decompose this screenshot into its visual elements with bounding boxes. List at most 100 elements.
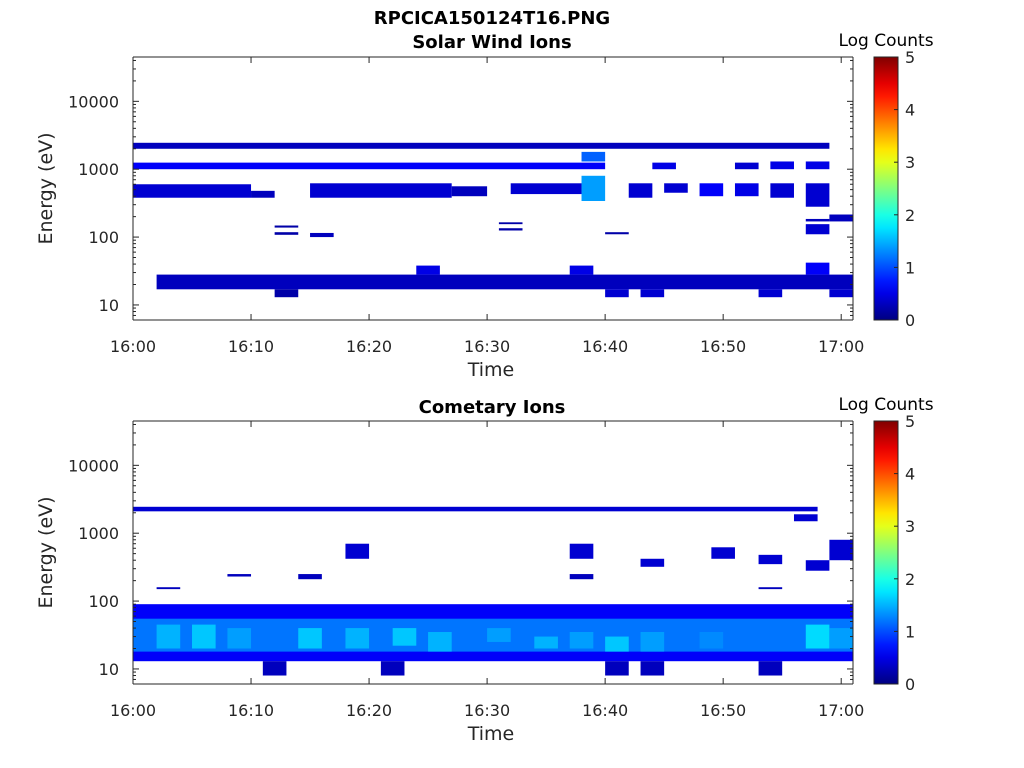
heatmap-cell <box>758 661 783 676</box>
heatmap-cell <box>310 183 452 198</box>
heatmap-cell <box>805 161 830 170</box>
heatmap-cell <box>805 183 830 207</box>
heatmap-cell <box>758 289 783 298</box>
heatmap-cell <box>298 628 322 649</box>
heatmap-cell <box>380 661 405 676</box>
x-tick-label: 17:00 <box>818 337 864 356</box>
y-tick-label: 100 <box>88 228 119 247</box>
colorbar-tick-label: 0 <box>905 311 915 330</box>
colorbar-label: Log Counts <box>838 31 933 51</box>
colorbar-tick-label: 3 <box>905 153 915 172</box>
heatmap-cell <box>758 554 783 565</box>
heatmap-cell <box>345 628 370 649</box>
colorbar-tick-label: 4 <box>905 101 915 120</box>
heatmap-cell <box>605 232 629 235</box>
y-tick-label: 10 <box>99 660 119 679</box>
heatmap-cell <box>251 190 275 198</box>
heatmap-cell <box>805 560 830 571</box>
heatmap-cell <box>133 142 830 149</box>
x-axis-label: Time <box>467 723 515 745</box>
heatmap-cell <box>628 183 653 198</box>
colorbar-tick-label: 3 <box>905 517 915 536</box>
heatmap-cell <box>829 539 853 561</box>
heatmap-cell <box>581 151 606 162</box>
heatmap-cells <box>133 506 853 676</box>
heatmap-cell <box>227 628 252 649</box>
colorbar-tick-label: 5 <box>905 412 915 431</box>
panel-title-cometary: Cometary Ions <box>419 397 566 418</box>
heatmap-cell <box>805 224 830 235</box>
heatmap-cell <box>133 506 818 512</box>
x-tick-label: 16:30 <box>464 337 510 356</box>
colorbar-tick-label: 2 <box>905 206 915 225</box>
heatmap-cell <box>829 628 853 649</box>
heatmap-cell <box>605 289 629 298</box>
x-tick-label: 16:40 <box>582 701 628 720</box>
colorbar-tick-label: 1 <box>905 622 915 641</box>
x-tick-label: 16:40 <box>582 337 628 356</box>
x-axis-label: Time <box>467 359 515 381</box>
y-tick-label: 1000 <box>78 524 119 543</box>
heatmap-cell <box>133 184 252 198</box>
heatmap-cell <box>310 232 334 238</box>
heatmap-cell <box>569 543 594 559</box>
heatmap-cell <box>581 175 606 202</box>
heatmap-cell <box>711 547 735 559</box>
y-tick-label: 100 <box>88 592 119 611</box>
y-tick-label: 10 <box>99 296 119 315</box>
heatmap-cell <box>156 587 181 590</box>
y-tick-label: 10000 <box>68 92 119 111</box>
heatmap-cell <box>274 225 299 228</box>
y-axis-label: Energy (eV) <box>35 496 57 608</box>
heatmap-cell <box>569 265 594 275</box>
heatmap-cell <box>829 289 853 298</box>
colorbar <box>873 56 899 321</box>
heatmap-cell <box>770 161 794 170</box>
heatmap-cell <box>664 183 688 193</box>
heatmap-cell <box>428 632 452 652</box>
colorbar-tick-label: 0 <box>905 675 915 694</box>
heatmap-cell <box>487 628 511 642</box>
heatmap-cell <box>699 183 724 197</box>
x-tick-label: 16:20 <box>346 701 392 720</box>
x-tick-label: 16:10 <box>228 701 274 720</box>
heatmap-cell <box>298 574 322 580</box>
y-tick-label: 10000 <box>68 456 119 475</box>
heatmap-cell <box>274 289 299 298</box>
colorbar-tick-label: 5 <box>905 48 915 67</box>
heatmap-cell <box>156 624 181 649</box>
heatmap-cell <box>156 274 853 290</box>
x-tick-label: 16:00 <box>110 701 156 720</box>
x-tick-label: 16:10 <box>228 337 274 356</box>
heatmap-cell <box>262 661 287 676</box>
heatmap-cell <box>793 514 818 522</box>
y-tick-label: 1000 <box>78 160 119 179</box>
heatmap-cell <box>498 228 523 231</box>
heatmap-cell <box>510 183 582 195</box>
heatmap-cell <box>640 289 665 298</box>
heatmap-cell <box>605 636 629 652</box>
heatmap-cell <box>227 574 252 577</box>
x-tick-label: 16:50 <box>700 701 746 720</box>
heatmap-cell <box>829 214 853 222</box>
heatmap-cell <box>192 624 216 649</box>
heatmap-cell <box>734 183 759 197</box>
heatmap-cell <box>640 632 665 652</box>
colorbar-tick-label: 2 <box>905 570 915 589</box>
heatmap-cell <box>569 574 594 580</box>
panel-title-solar-wind: Solar Wind Ions <box>412 32 572 53</box>
heatmap-cell <box>416 265 440 275</box>
heatmap-cell <box>498 222 523 225</box>
heatmap-cell <box>274 232 299 235</box>
heatmap-cell <box>699 632 724 649</box>
colorbar-tick-label: 1 <box>905 258 915 277</box>
heatmap-cell <box>734 162 759 170</box>
heatmap-cell <box>652 162 676 170</box>
x-tick-label: 16:50 <box>700 337 746 356</box>
x-tick-label: 16:00 <box>110 337 156 356</box>
heatmap-cell <box>534 636 558 649</box>
figure-title: RPCICA150124T16.PNG <box>373 8 611 29</box>
heatmap-cell <box>770 183 794 198</box>
heatmap-cell <box>640 661 665 676</box>
